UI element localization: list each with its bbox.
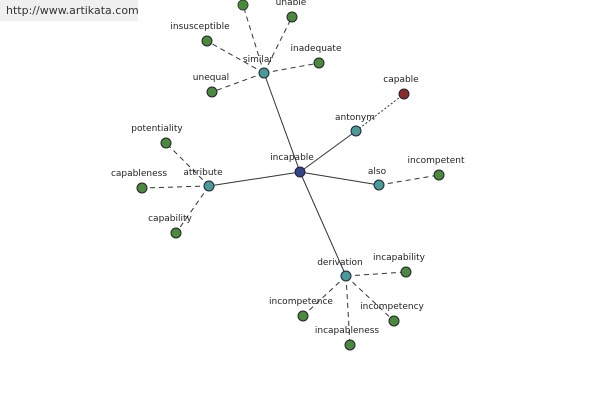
node-label: unequal [193, 73, 229, 83]
node-label: derivation [317, 258, 363, 268]
node-label: similar [243, 55, 273, 65]
node-label: capability [148, 214, 192, 224]
node-label: inadequate [291, 44, 342, 54]
node-label: also [368, 167, 387, 177]
edge [345, 271, 407, 277]
node-label: antonym [335, 113, 375, 123]
edge [345, 275, 395, 322]
node-label: incapableness [315, 326, 380, 336]
edge [206, 40, 265, 74]
node[interactable] [286, 11, 298, 23]
node[interactable] [170, 227, 182, 239]
node-label: unable [276, 0, 307, 8]
node[interactable] [313, 57, 325, 69]
node[interactable] [350, 125, 362, 137]
node[interactable] [160, 137, 172, 149]
edge [211, 72, 265, 93]
node-label: incapability [373, 253, 426, 263]
node[interactable] [400, 266, 412, 278]
node-label: incompetent [408, 156, 465, 166]
node[interactable] [344, 339, 356, 351]
edge [302, 275, 347, 317]
node-label: capable [383, 75, 419, 85]
node[interactable] [206, 86, 218, 98]
site-url[interactable]: http://www.artikata.com [0, 0, 139, 21]
node[interactable] [136, 182, 148, 194]
node[interactable] [258, 67, 270, 79]
node-label: capableness [111, 169, 167, 179]
node[interactable] [373, 179, 385, 191]
edge [263, 72, 301, 173]
node[interactable] [433, 169, 445, 181]
node-label: attribute [183, 168, 223, 178]
node[interactable] [398, 88, 410, 100]
edge [175, 185, 210, 234]
node-label: potentiality [131, 124, 183, 134]
edge [208, 171, 301, 187]
edge [263, 62, 320, 74]
node[interactable] [203, 180, 215, 192]
node[interactable] [340, 270, 352, 282]
node[interactable] [294, 166, 306, 178]
node[interactable] [297, 310, 309, 322]
edge [263, 16, 293, 74]
edge [165, 142, 210, 187]
node-label: incompetence [269, 297, 333, 307]
edge [299, 130, 357, 173]
node-label: incapable [270, 153, 314, 163]
edge [345, 275, 351, 346]
edge [141, 185, 210, 189]
edge [299, 171, 347, 277]
node-label: incompetency [360, 302, 424, 312]
node[interactable] [201, 35, 213, 47]
edge [378, 174, 440, 186]
edge [242, 4, 265, 74]
edge [299, 171, 380, 186]
node-label: insusceptible [170, 22, 230, 32]
node [237, 0, 249, 11]
node[interactable] [388, 315, 400, 327]
